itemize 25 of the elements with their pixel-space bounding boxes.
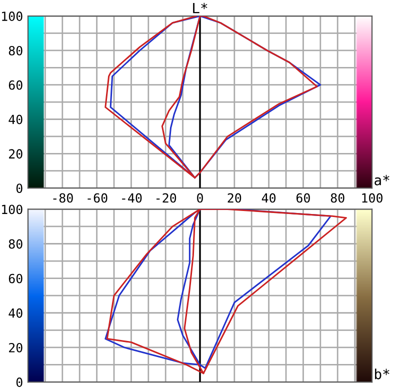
x-tick-label: 100 [362,193,382,203]
chart-title: L* [193,2,208,14]
y-tick-label: 60 [8,274,22,284]
x-tick-label: 60 [296,193,310,203]
x-tick-label: -20 [156,193,176,203]
y-tick-label: 0 [16,378,22,387]
y-tick-label: 60 [8,80,22,90]
x-tick-label: 20 [228,193,242,203]
y-tick-label: 20 [9,149,22,159]
y-tick-label: 80 [8,46,22,56]
y-tick-label: 40 [8,308,22,318]
x-axis-title: a* [374,174,390,186]
x-tick-label: 80 [330,193,344,203]
x-tick-label: -40 [122,193,142,203]
x-axis-title: b* [375,368,390,380]
y-tick-label: 0 [16,184,22,194]
y-tick-label: 100 [2,12,22,21]
x-tick-label: 0 [197,193,203,203]
y-tick-label: 20 [9,342,22,352]
y-tick-label: 100 [2,204,22,214]
x-tick-label: -60 [88,193,108,203]
y-tick-label: 80 [8,239,22,249]
y-tick-label: 40 [8,114,22,124]
x-tick-label: -80 [53,193,73,203]
x-tick-label: 40 [262,193,276,203]
